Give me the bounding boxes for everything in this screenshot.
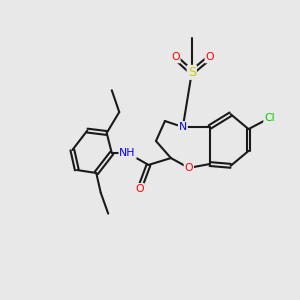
Text: O: O bbox=[206, 52, 214, 62]
Text: NH: NH bbox=[119, 148, 136, 158]
Text: O: O bbox=[184, 163, 193, 173]
Text: O: O bbox=[171, 52, 180, 62]
Text: O: O bbox=[135, 184, 144, 194]
Text: S: S bbox=[188, 66, 196, 79]
Text: Cl: Cl bbox=[264, 113, 275, 123]
Text: N: N bbox=[179, 122, 187, 132]
